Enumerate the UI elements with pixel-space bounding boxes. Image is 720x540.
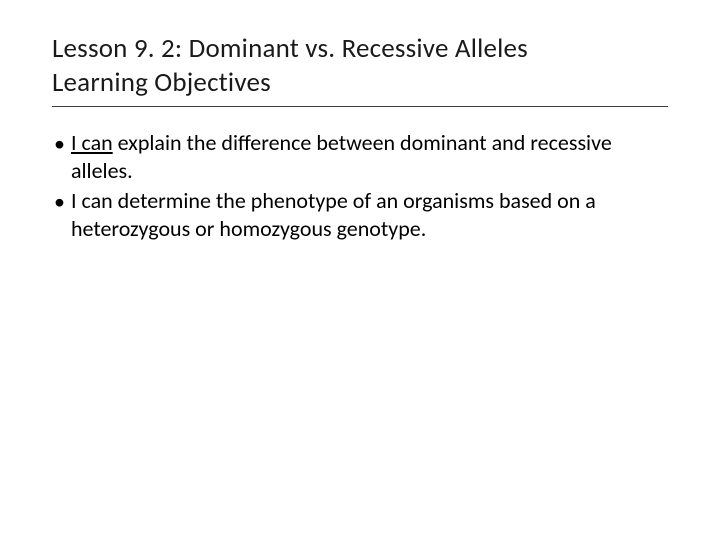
title-block: Lesson 9. 2: Dominant vs. Recessive Alle… (52, 32, 668, 107)
bullet-marker: • (54, 188, 65, 216)
bullet-rest-2: I can determine the phenotype of an orga… (71, 187, 596, 242)
bullet-text-1: I can explain the difference between dom… (71, 129, 661, 185)
bullet-text-2: I can determine the phenotype of an orga… (71, 187, 661, 243)
title-line-1: Lesson 9. 2: Dominant vs. Recessive Alle… (52, 32, 668, 66)
bullet-list: • I can explain the difference between d… (52, 129, 668, 244)
bullet-underline-1: I can (71, 129, 113, 156)
list-item: • I can determine the phenotype of an or… (54, 187, 668, 243)
list-item: • I can explain the difference between d… (54, 129, 668, 185)
bullet-marker: • (54, 130, 65, 158)
bullet-rest-1: explain the difference between dominant … (71, 129, 612, 184)
title-line-2: Learning Objectives (52, 66, 668, 100)
slide: Lesson 9. 2: Dominant vs. Recessive Alle… (0, 0, 720, 540)
